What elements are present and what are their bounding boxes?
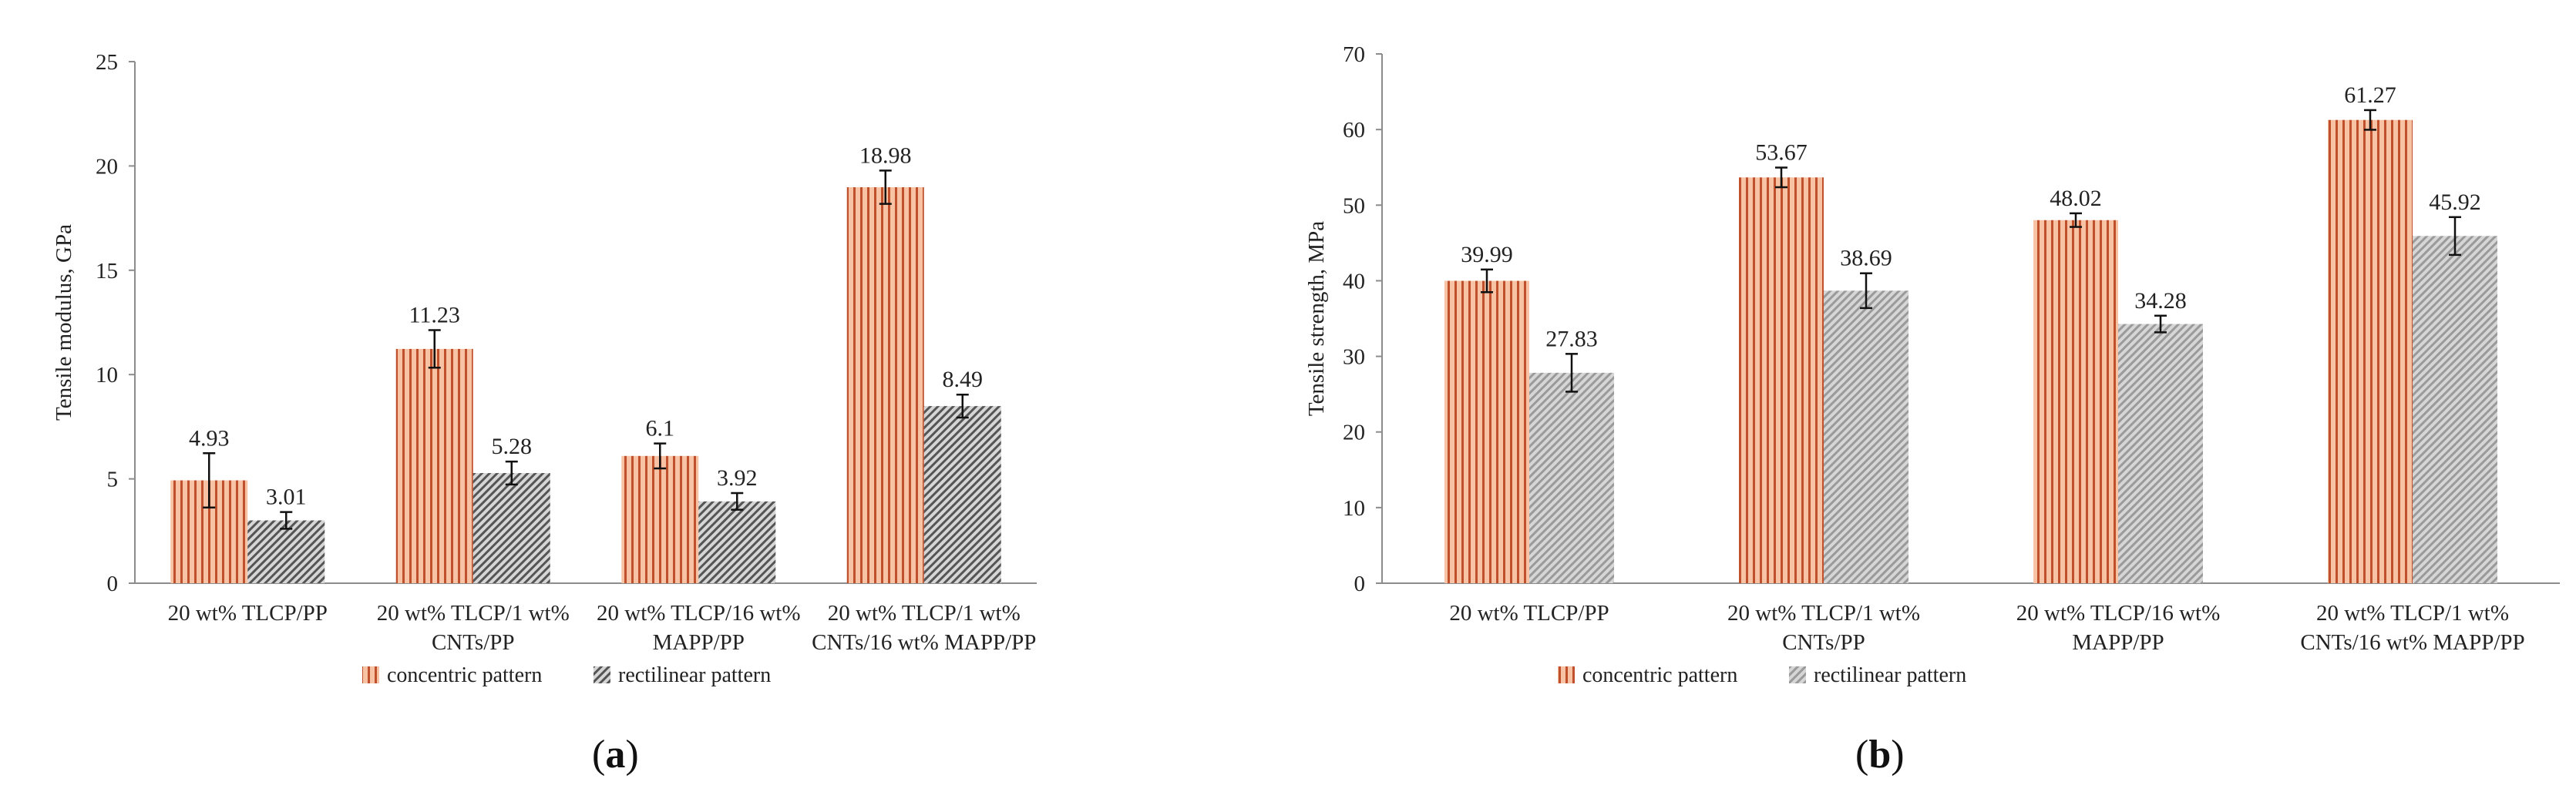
x-tick-label: 20 wt% TLCP/1 wt% bbox=[1727, 601, 1920, 626]
y-tick-label: 20 bbox=[1343, 421, 1365, 445]
x-tick-label: MAPP/PP bbox=[653, 630, 745, 655]
x-tick-label: CNTs/16 wt% MAPP/PP bbox=[2300, 630, 2524, 655]
y-tick-label: 15 bbox=[96, 259, 118, 284]
x-tick-label: MAPP/PP bbox=[2072, 630, 2164, 655]
chart-b-svg: 0 10 20 30 40 50 60 70 Tensile strength, MPa 39.9… bbox=[1304, 42, 2560, 687]
y-tick-label: 40 bbox=[1343, 269, 1365, 294]
data-label: 5.28 bbox=[492, 434, 533, 459]
y-axis-title: Tensile strength, MPa bbox=[1304, 221, 1329, 416]
data-label: 38.69 bbox=[1840, 246, 1892, 271]
legend-label-concentric: concentric pattern bbox=[1582, 663, 1737, 687]
x-tick-label: CNTs/PP bbox=[432, 630, 515, 655]
data-label: 4.93 bbox=[189, 425, 230, 451]
y-tick-label: 10 bbox=[1343, 496, 1365, 521]
x-tick-label: 20 wt% TLCP/16 wt% bbox=[2016, 601, 2221, 626]
data-label: 27.83 bbox=[1545, 326, 1598, 351]
bar-rectilinear bbox=[1824, 290, 1908, 583]
y-tick-label: 0 bbox=[1354, 572, 1366, 596]
data-label: 48.02 bbox=[2050, 186, 2102, 211]
x-tick-label: 20 wt% TLCP/PP bbox=[168, 601, 328, 626]
data-label: 8.49 bbox=[943, 367, 984, 392]
x-tick-label: 20 wt% TLCP/1 wt% bbox=[2316, 601, 2509, 626]
bar-rectilinear bbox=[1529, 372, 1614, 583]
legend-label-rectilinear: rectilinear pattern bbox=[618, 663, 771, 687]
data-label: 61.27 bbox=[2344, 82, 2396, 108]
data-label: 11.23 bbox=[409, 303, 460, 328]
bar-concentric bbox=[2328, 119, 2413, 583]
y-tick-label: 30 bbox=[1343, 345, 1365, 370]
bar-rectilinear bbox=[2118, 324, 2203, 583]
bar-concentric bbox=[846, 187, 924, 583]
data-label: 34.28 bbox=[2134, 288, 2187, 314]
x-tick-label: 20 wt% TLCP/1 wt% bbox=[828, 601, 1021, 626]
legend-swatch-concentric bbox=[1558, 666, 1575, 683]
legend-label-concentric: concentric pattern bbox=[387, 663, 542, 687]
y-tick-label: 10 bbox=[96, 363, 118, 388]
bar-concentric bbox=[2033, 220, 2118, 583]
bar-rectilinear bbox=[247, 520, 325, 583]
y-tick-label: 70 bbox=[1343, 42, 1365, 67]
caption-a: (a) bbox=[592, 733, 639, 777]
bar-rectilinear bbox=[698, 501, 776, 583]
y-tick-label: 5 bbox=[107, 468, 119, 492]
data-label: 3.92 bbox=[717, 465, 758, 491]
chart-panel-b: 0 10 20 30 40 50 60 70 Tensile strength, MPa 39.9… bbox=[1288, 0, 2576, 802]
legend-swatch-rectilinear bbox=[594, 666, 610, 683]
x-tick-label: 20 wt% TLCP/1 wt% bbox=[377, 601, 570, 626]
bar-rectilinear bbox=[923, 406, 1001, 583]
y-tick-label: 25 bbox=[96, 50, 118, 75]
bar-concentric bbox=[621, 455, 699, 583]
y-tick-label: 20 bbox=[96, 154, 118, 179]
data-label: 53.67 bbox=[1755, 140, 1808, 166]
x-tick-label: 20 wt% TLCP/PP bbox=[1449, 601, 1609, 626]
y-axis-title: Tensile modulus, GPa bbox=[52, 224, 76, 421]
legend-swatch-concentric bbox=[362, 666, 379, 683]
data-label: 6.1 bbox=[646, 416, 675, 441]
bar-concentric bbox=[1739, 177, 1824, 584]
caption-b: (b) bbox=[1855, 733, 1905, 777]
legend-swatch-rectilinear bbox=[1789, 666, 1806, 683]
y-tick-label: 50 bbox=[1343, 193, 1365, 218]
y-tick-label: 0 bbox=[107, 572, 119, 596]
data-label: 18.98 bbox=[859, 143, 912, 168]
bar-rectilinear bbox=[472, 473, 550, 583]
y-tick-label: 60 bbox=[1343, 118, 1365, 143]
x-tick-label: 20 wt% TLCP/16 wt% bbox=[597, 601, 801, 626]
chart-panel-a: 0 5 10 15 20 25 Tensile modulus, GPa 4.93 3.01 20… bbox=[52, 50, 1037, 777]
chart-a-svg: 0 5 10 15 20 25 Tensile modulus, GPa 4.93 3.01 20… bbox=[52, 50, 1037, 687]
x-tick-label: CNTs/PP bbox=[1782, 630, 1865, 655]
data-label: 45.92 bbox=[2429, 190, 2481, 215]
data-label: 39.99 bbox=[1461, 242, 1513, 267]
x-tick-label: CNTs/16 wt% MAPP/PP bbox=[812, 630, 1036, 655]
data-label: 3.01 bbox=[266, 485, 307, 510]
bar-concentric bbox=[395, 348, 473, 583]
bar-rectilinear bbox=[2413, 236, 2497, 583]
legend-label-rectilinear: rectilinear pattern bbox=[1814, 663, 1966, 687]
bar-concentric bbox=[1444, 280, 1529, 583]
